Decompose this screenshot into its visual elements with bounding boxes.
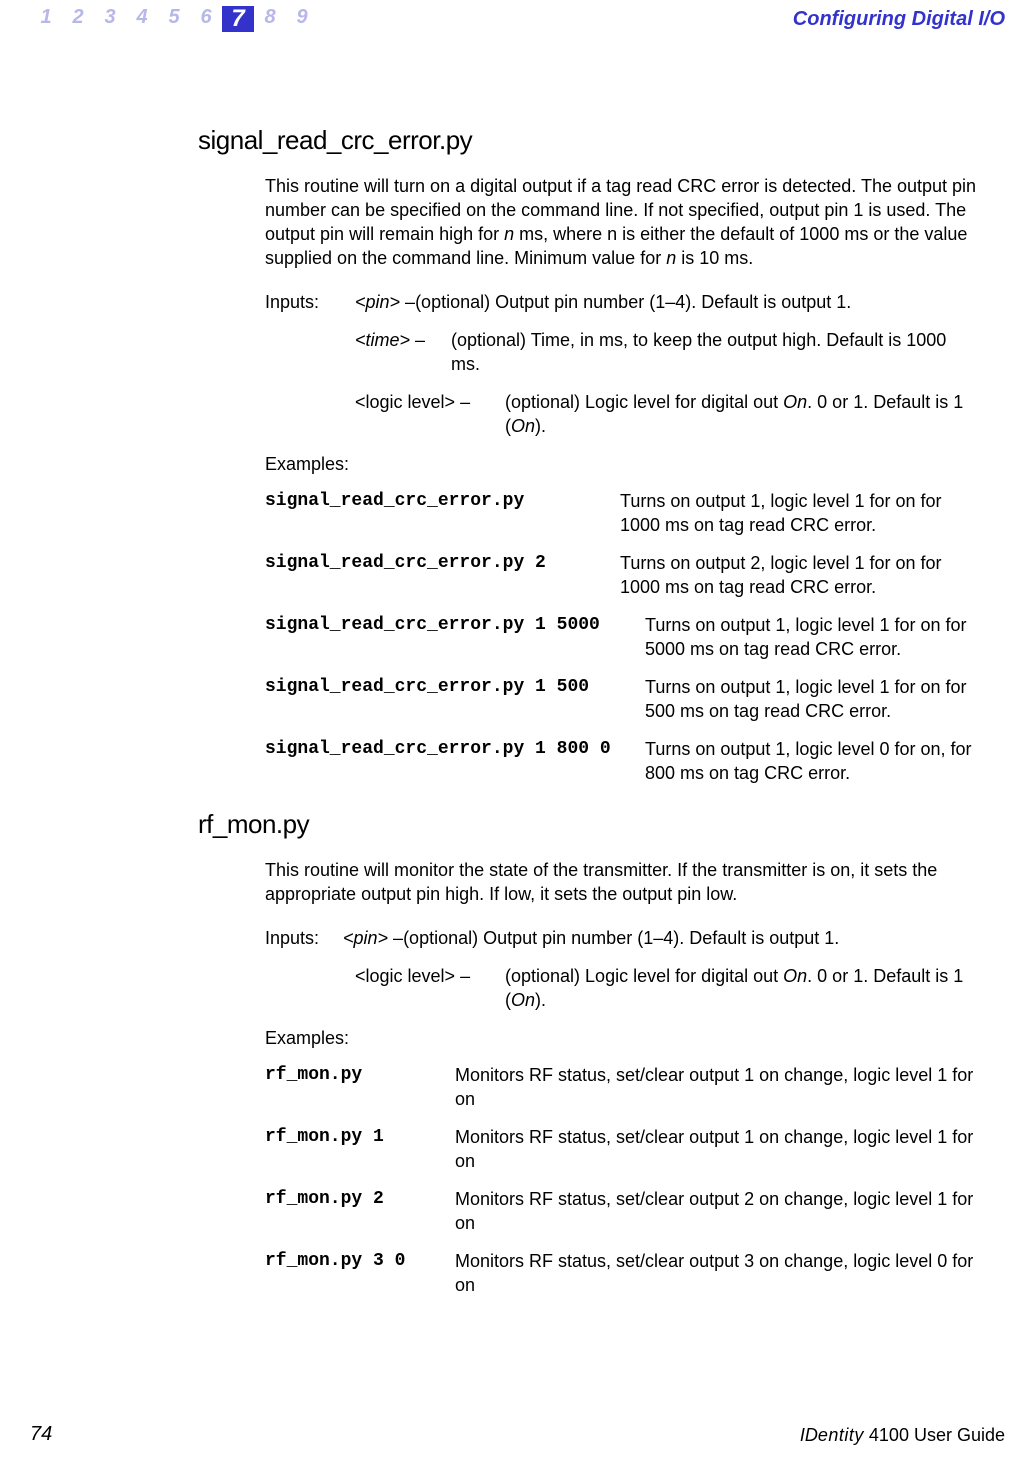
example-description: Monitors RF status, set/clear output 1 o… bbox=[455, 1063, 977, 1111]
param-sep: – bbox=[388, 928, 403, 948]
input-param-pin: Inputs: <pin> – (optional) Output pin nu… bbox=[265, 926, 977, 950]
page-header: 1 2 3 4 5 6 7 8 9 Configuring Digital I/… bbox=[0, 6, 1035, 36]
chapter-nav: 1 2 3 4 5 6 7 8 9 bbox=[30, 6, 318, 32]
chapter-link-9[interactable]: 9 bbox=[286, 6, 318, 32]
body-italic-n: n bbox=[666, 248, 676, 268]
input-param-pin: Inputs: <pin> – (optional) Output pin nu… bbox=[265, 290, 977, 314]
example-row: rf_mon.py 1 Monitors RF status, set/clea… bbox=[265, 1125, 977, 1173]
example-row: signal_read_crc_error.py 1 800 0 Turns o… bbox=[265, 737, 977, 785]
chapter-link-7-active[interactable]: 7 bbox=[222, 6, 254, 32]
chapter-link-8[interactable]: 8 bbox=[254, 6, 286, 32]
example-description: Turns on output 1, logic level 1 for on … bbox=[620, 489, 977, 537]
param-sep: – bbox=[410, 330, 425, 350]
param-desc-fragment: ). bbox=[535, 416, 546, 436]
footer-brand-pre: ID bbox=[800, 1425, 818, 1445]
param-italic-on: On bbox=[783, 966, 807, 986]
chapter-link-3[interactable]: 3 bbox=[94, 6, 126, 32]
section2-body: This routine will monitor the state of t… bbox=[265, 858, 977, 906]
page-content: signal_read_crc_error.py This routine wi… bbox=[265, 125, 977, 1311]
inputs-label-empty bbox=[265, 390, 355, 438]
input-param-time: <time> – (optional) Time, in ms, to keep… bbox=[265, 328, 977, 376]
param-name: <logic level> bbox=[355, 966, 455, 986]
example-command: rf_mon.py bbox=[265, 1063, 455, 1111]
page-number: 74 bbox=[30, 1423, 52, 1446]
inputs-label-empty bbox=[265, 328, 355, 376]
example-command: rf_mon.py 3 0 bbox=[265, 1249, 455, 1297]
example-command: rf_mon.py 2 bbox=[265, 1187, 455, 1235]
param-label: <logic level> – bbox=[355, 964, 505, 1012]
param-desc-fragment: (optional) Logic level for digital out bbox=[505, 392, 783, 412]
body-italic-n: n bbox=[504, 224, 514, 244]
param-sep: – bbox=[455, 966, 470, 986]
example-row: signal_read_crc_error.py 1 500 Turns on … bbox=[265, 675, 977, 723]
example-command: signal_read_crc_error.py 1 800 0 bbox=[265, 737, 645, 785]
input-param-logic-level: <logic level> – (optional) Logic level f… bbox=[265, 964, 977, 1012]
param-desc: (optional) Logic level for digital out O… bbox=[505, 964, 977, 1012]
example-description: Turns on output 1, logic level 1 for on … bbox=[645, 613, 977, 661]
param-sep: – bbox=[455, 392, 470, 412]
example-row: rf_mon.py 2 Monitors RF status, set/clea… bbox=[265, 1187, 977, 1235]
example-description: Turns on output 1, logic level 1 for on … bbox=[645, 675, 977, 723]
param-italic-on: On bbox=[511, 416, 535, 436]
param-italic-on: On bbox=[783, 392, 807, 412]
inputs-label: Inputs: bbox=[265, 290, 355, 314]
section-heading-signal-read-crc: signal_read_crc_error.py bbox=[198, 125, 977, 156]
param-italic-on: On bbox=[511, 990, 535, 1010]
body-text-fragment: is 10 ms. bbox=[676, 248, 753, 268]
example-row: rf_mon.py Monitors RF status, set/clear … bbox=[265, 1063, 977, 1111]
example-description: Monitors RF status, set/clear output 3 o… bbox=[455, 1249, 977, 1297]
section-heading-rf-mon: rf_mon.py bbox=[198, 809, 977, 840]
param-desc: (optional) Time, in ms, to keep the outp… bbox=[451, 328, 977, 376]
param-desc: (optional) Output pin number (1–4). Defa… bbox=[415, 290, 977, 314]
param-name: <logic level> bbox=[355, 392, 455, 412]
example-description: Monitors RF status, set/clear output 1 o… bbox=[455, 1125, 977, 1173]
inputs-label-empty bbox=[265, 964, 355, 1012]
example-command: signal_read_crc_error.py 1 500 bbox=[265, 675, 645, 723]
param-label: <pin> – bbox=[355, 290, 415, 314]
param-label: <time> – bbox=[355, 328, 451, 376]
chapter-link-2[interactable]: 2 bbox=[62, 6, 94, 32]
example-description: Monitors RF status, set/clear output 2 o… bbox=[455, 1187, 977, 1235]
examples-label: Examples: bbox=[265, 1028, 977, 1049]
example-row: signal_read_crc_error.py 1 5000 Turns on… bbox=[265, 613, 977, 661]
example-description: Turns on output 2, logic level 1 for on … bbox=[620, 551, 977, 599]
example-description: Turns on output 1, logic level 0 for on,… bbox=[645, 737, 977, 785]
example-command: rf_mon.py 1 bbox=[265, 1125, 455, 1173]
chapter-link-1[interactable]: 1 bbox=[30, 6, 62, 32]
param-label: <pin> – bbox=[343, 926, 403, 950]
param-name: <pin> bbox=[343, 928, 388, 948]
param-desc-fragment: (optional) Logic level for digital out bbox=[505, 966, 783, 986]
param-label: <logic level> – bbox=[355, 390, 505, 438]
param-name: <pin> bbox=[355, 292, 400, 312]
footer-brand-post: 4100 User Guide bbox=[864, 1425, 1005, 1445]
chapter-link-5[interactable]: 5 bbox=[158, 6, 190, 32]
chapter-link-4[interactable]: 4 bbox=[126, 6, 158, 32]
param-name: <time> bbox=[355, 330, 410, 350]
example-row: signal_read_crc_error.py Turns on output… bbox=[265, 489, 977, 537]
section1-body: This routine will turn on a digital outp… bbox=[265, 174, 977, 270]
examples-label: Examples: bbox=[265, 454, 977, 475]
inputs-block: Inputs: <pin> – (optional) Output pin nu… bbox=[265, 926, 977, 1012]
inputs-label: Inputs: bbox=[265, 926, 343, 950]
example-row: signal_read_crc_error.py 2 Turns on outp… bbox=[265, 551, 977, 599]
param-desc: (optional) Logic level for digital out O… bbox=[505, 390, 977, 438]
param-sep: – bbox=[400, 292, 415, 312]
example-command: signal_read_crc_error.py bbox=[265, 489, 620, 537]
chapter-link-6[interactable]: 6 bbox=[190, 6, 222, 32]
header-title: Configuring Digital I/O bbox=[793, 8, 1005, 31]
param-desc: (optional) Output pin number (1–4). Defa… bbox=[403, 926, 977, 950]
example-command: signal_read_crc_error.py 1 5000 bbox=[265, 613, 645, 661]
example-row: rf_mon.py 3 0 Monitors RF status, set/cl… bbox=[265, 1249, 977, 1297]
inputs-block: Inputs: <pin> – (optional) Output pin nu… bbox=[265, 290, 977, 438]
footer-title: IDentity 4100 User Guide bbox=[800, 1425, 1005, 1446]
param-desc-fragment: ). bbox=[535, 990, 546, 1010]
page-footer: 74 IDentity 4100 User Guide bbox=[0, 1416, 1035, 1446]
example-command: signal_read_crc_error.py 2 bbox=[265, 551, 620, 599]
input-param-logic-level: <logic level> – (optional) Logic level f… bbox=[265, 390, 977, 438]
footer-brand-mid: entity bbox=[818, 1425, 864, 1445]
